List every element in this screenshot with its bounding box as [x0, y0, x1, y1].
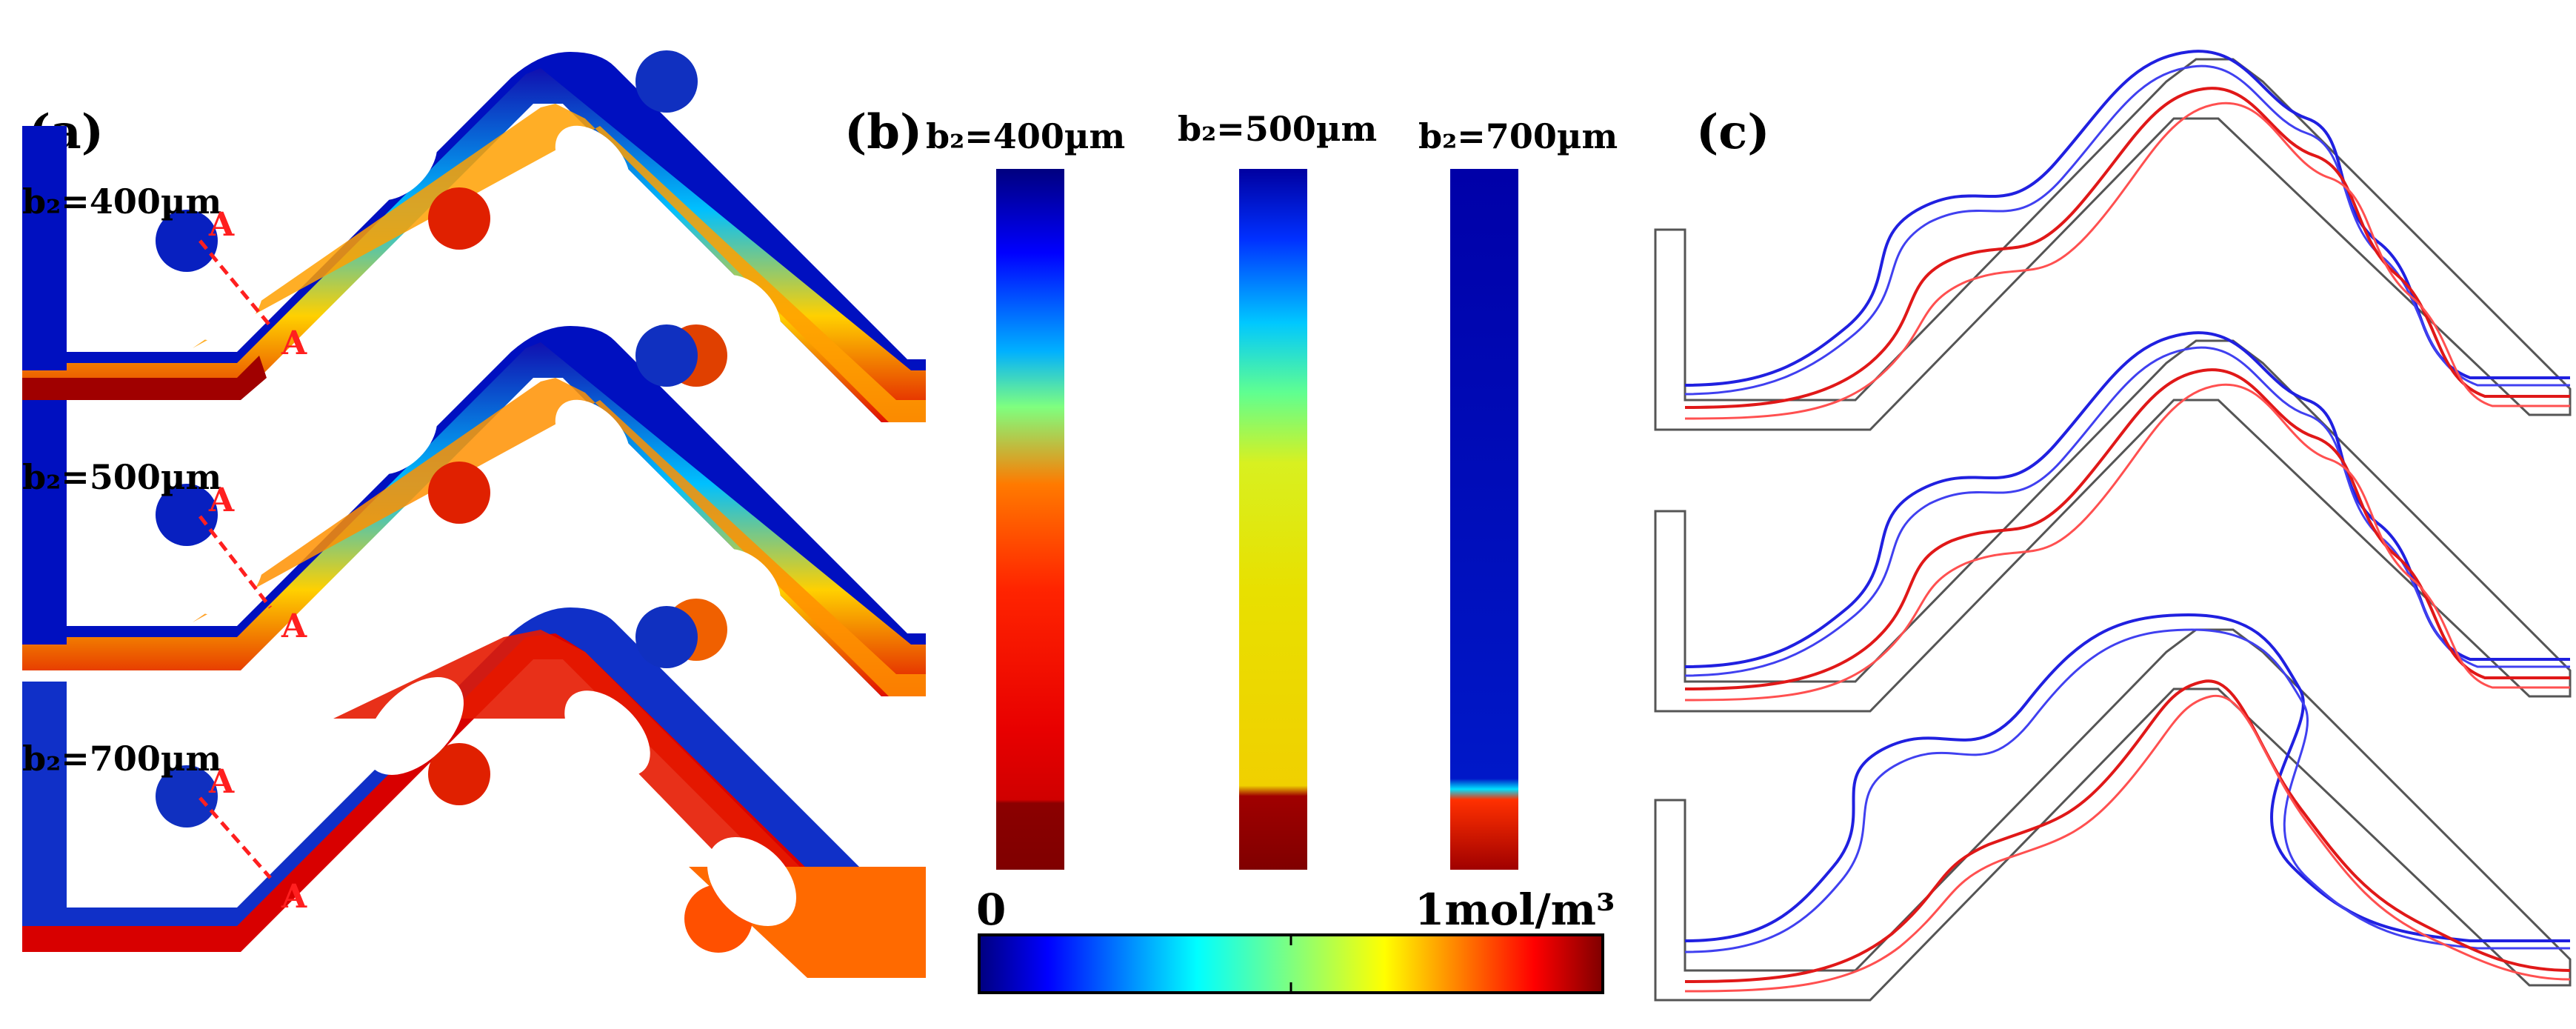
b-col-1-b-label: b₂=400µm	[926, 116, 1125, 156]
a-row-2-b-label: b₂=500µm	[22, 457, 221, 497]
panel-c: (c)	[1654, 50, 2572, 1002]
streamlines-row-1	[1654, 50, 2572, 431]
mixer-a-row-1	[22, 50, 926, 422]
a-row-2-marker-top: A	[208, 482, 235, 519]
a-row-2-marker-bottom: A	[281, 607, 307, 645]
a-row-3-marker-top: A	[208, 763, 235, 801]
mixer-a-row-3	[22, 606, 926, 978]
a-row-3-section-line	[198, 796, 272, 879]
a-row-1-marker-top: A	[208, 206, 235, 244]
a-row-1-b-label: b₂=400µm	[22, 182, 221, 222]
b-column-400	[996, 169, 1064, 870]
panel-b-label: (b)	[844, 104, 922, 160]
streamlines-row-2	[1654, 331, 2572, 713]
streamlines-row-3	[1654, 613, 2572, 1002]
colorbar-min-label: 0	[976, 885, 1006, 935]
a-row-3-marker-bottom: A	[281, 878, 307, 916]
panel-b: (b) b₂=400µm b₂=500µm b₂=700µm 0 1mol/m³	[844, 104, 1618, 994]
colorbar-max-label: 1mol/m³	[1415, 885, 1615, 935]
panel-a: (a) b₂=400µm A A	[22, 50, 926, 978]
mixer-a-row-2	[22, 324, 926, 696]
b-column-500	[1239, 169, 1307, 870]
panel-c-label: (c)	[1696, 104, 1770, 160]
b-column-700	[1450, 169, 1518, 870]
b-col-3-b-label: b₂=700µm	[1418, 116, 1618, 156]
b-col-2-b-label: b₂=500µm	[1178, 109, 1377, 149]
a-row-2-section-line	[198, 515, 272, 609]
a-row-1-section-line	[198, 239, 272, 327]
a-row-1-marker-bottom: A	[281, 324, 307, 362]
a-row-3-b-label: b₂=700µm	[22, 739, 221, 779]
